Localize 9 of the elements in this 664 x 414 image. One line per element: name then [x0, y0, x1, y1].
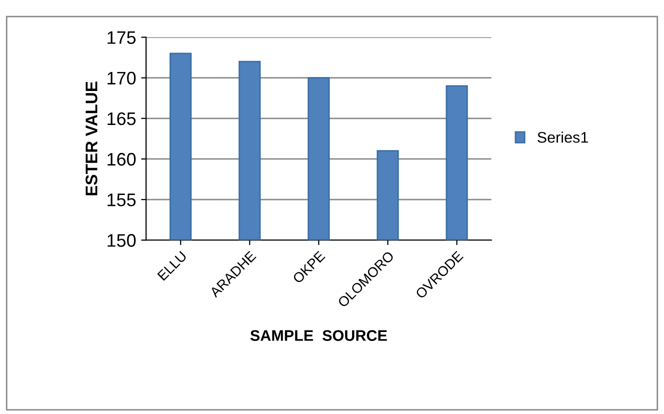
y-tick-label: 165 — [108, 112, 136, 126]
y-tick-label: 150 — [108, 234, 136, 247]
x-axis-title: SAMPLE SOURCE — [250, 330, 387, 341]
legend-label: Series1 — [538, 132, 588, 143]
y-tick-label: 160 — [108, 152, 136, 166]
y-axis-title: ESTER VALUE — [86, 82, 98, 196]
y-tick-label: 175 — [108, 31, 136, 44]
y-tick-label: 155 — [108, 194, 136, 206]
y-tick-label: 170 — [108, 72, 136, 85]
